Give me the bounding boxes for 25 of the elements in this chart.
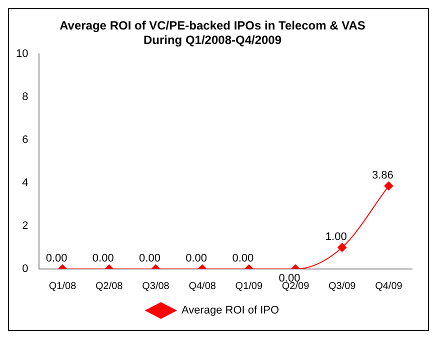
x-tick-label: Q4/09 bbox=[375, 280, 403, 292]
point bbox=[384, 181, 394, 190]
text: Average ROI of VC/PE-backed IPOs in Telecom & VAS bbox=[60, 18, 366, 33]
data-label: 0.00 bbox=[139, 252, 160, 265]
point bbox=[338, 242, 347, 252]
x-tick-label: Q1/09 bbox=[235, 280, 263, 292]
data-label: 0.00 bbox=[232, 252, 254, 265]
x-tick-label: Q3/08 bbox=[142, 280, 170, 292]
x-tick-label: Q1/08 bbox=[48, 280, 77, 292]
text: During Q1/2008-Q4/2009 bbox=[143, 32, 282, 47]
data-label: 3.86 bbox=[372, 169, 394, 182]
x-tick-label: Q4/08 bbox=[188, 280, 216, 292]
data-label: 1.00 bbox=[325, 231, 347, 244]
y-tick-label: 8 bbox=[22, 90, 28, 103]
data-label: 0.00 bbox=[92, 252, 114, 265]
y-tick-label: 10 bbox=[16, 48, 28, 60]
y-tick-label: 0 bbox=[22, 263, 28, 276]
y-tick-label: 4 bbox=[22, 176, 28, 189]
data-label: 0.00 bbox=[46, 252, 68, 265]
x-tick-label: Q2/08 bbox=[96, 280, 124, 292]
y-tick-label: 2 bbox=[22, 220, 28, 232]
legend-label: Average ROI of IPO bbox=[181, 304, 280, 317]
data-label: 0.00 bbox=[186, 252, 208, 265]
x-tick-label: Q3/09 bbox=[328, 280, 356, 292]
y-tick-label: 6 bbox=[22, 134, 28, 146]
